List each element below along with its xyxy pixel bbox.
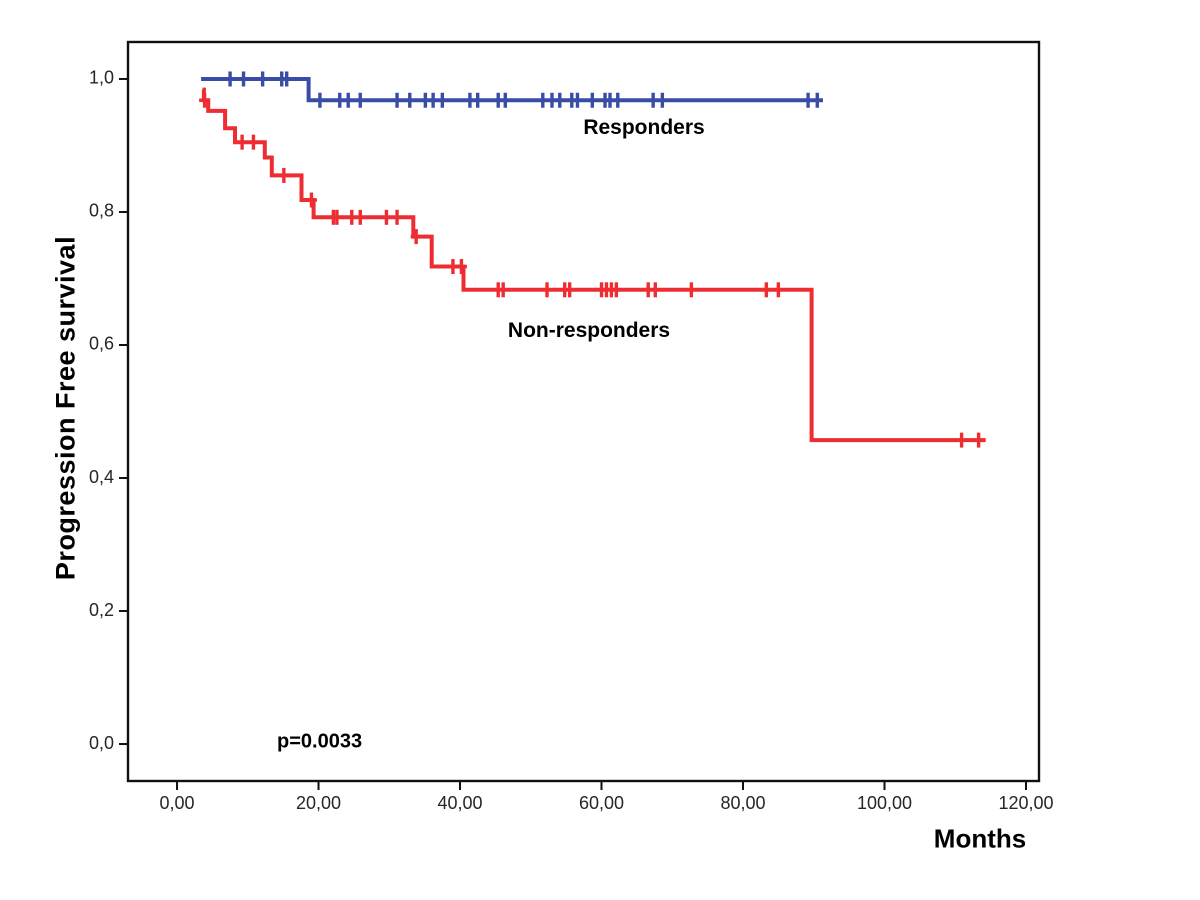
x-axis-tick-label: 120,00 (998, 793, 1053, 813)
responders-curve (201, 77, 823, 103)
y-axis-tick-label: 0,4 (89, 467, 114, 487)
x-axis-tick-label: 60,00 (579, 793, 624, 813)
p-value-annotation: p=0.0033 (277, 730, 363, 753)
x-axis-tick-label: 20,00 (296, 793, 341, 813)
non-responders-curve (201, 87, 986, 443)
y-axis-tick-label: 0,0 (89, 733, 114, 753)
x-axis-tick-label: 40,00 (437, 793, 482, 813)
y-axis-tick-label: 0,2 (89, 600, 114, 620)
x-axis-tick-label: 100,00 (857, 793, 912, 813)
y-axis-tick-label: 1,0 (89, 68, 114, 88)
x-axis-title: Months (933, 823, 1027, 854)
x-axis-tick-label: 80,00 (720, 793, 765, 813)
series-label-non-responders: Non-responders (507, 319, 671, 342)
y-axis-title: Progression Free survival (50, 235, 81, 581)
series-label-responders: Responders (583, 116, 705, 139)
x-axis-tick-label: 0,00 (160, 793, 195, 813)
plot-frame (126, 40, 1041, 783)
y-axis-tick-label: 0,8 (89, 201, 114, 221)
y-axis-tick-label: 0,6 (89, 334, 114, 354)
